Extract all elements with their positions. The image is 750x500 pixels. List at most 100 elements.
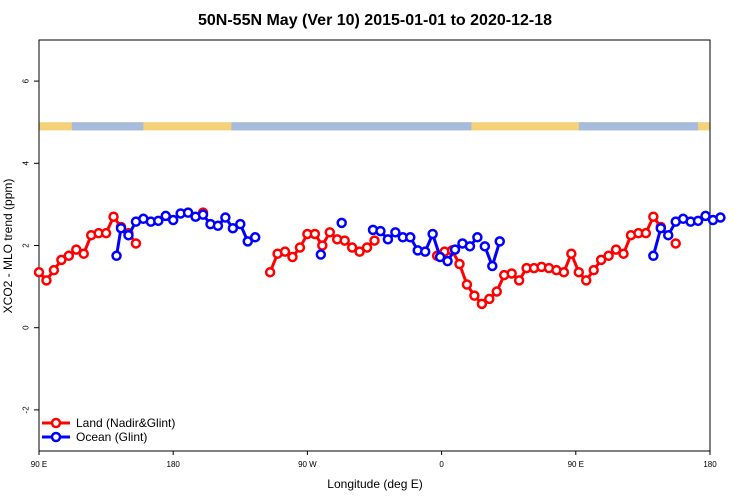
data-point bbox=[434, 251, 446, 263]
data-point bbox=[494, 236, 506, 247]
data-point bbox=[375, 225, 386, 237]
data-point bbox=[317, 240, 328, 251]
data-point bbox=[227, 222, 239, 234]
data-point bbox=[111, 250, 122, 262]
data-point bbox=[242, 236, 254, 247]
x-axis: 90 E 180 90 W 0 90 E 180 bbox=[31, 451, 717, 469]
data-point bbox=[491, 286, 503, 297]
legend-land-label: Land (Nadir&Glint) bbox=[76, 416, 175, 430]
data-point bbox=[287, 251, 298, 263]
data-point bbox=[454, 258, 465, 270]
data-point bbox=[220, 212, 231, 223]
data-point bbox=[662, 229, 674, 241]
band-ocean-segment bbox=[231, 122, 472, 131]
data-point bbox=[588, 264, 599, 276]
series-ocean bbox=[111, 207, 726, 272]
y-axis: -2 0 2 4 6 bbox=[22, 78, 39, 414]
data-point bbox=[595, 254, 607, 266]
data-point bbox=[472, 232, 483, 243]
data-point bbox=[390, 227, 401, 238]
x-axis-label: Longitude (deg E) bbox=[327, 477, 422, 491]
data-point bbox=[382, 234, 394, 245]
y-tick-label: 4 bbox=[22, 161, 31, 166]
data-point bbox=[487, 260, 498, 272]
data-point bbox=[580, 275, 592, 286]
data-point bbox=[670, 238, 681, 249]
data-point bbox=[115, 222, 127, 234]
data-point bbox=[648, 211, 659, 222]
data-point bbox=[618, 248, 629, 259]
data-point bbox=[427, 228, 438, 240]
data-point bbox=[566, 248, 577, 259]
y-tick-label: 6 bbox=[22, 78, 31, 83]
data-point bbox=[309, 228, 321, 240]
data-point bbox=[315, 249, 327, 260]
data-point bbox=[48, 264, 60, 276]
series-layer bbox=[33, 207, 726, 310]
data-point bbox=[249, 232, 261, 243]
data-point bbox=[130, 238, 142, 249]
legend-ocean-marker bbox=[50, 431, 62, 443]
x-tick-label: 90 E bbox=[31, 460, 47, 469]
data-point bbox=[153, 215, 164, 227]
x-tick-label: 90 W bbox=[298, 460, 317, 469]
data-point bbox=[692, 215, 704, 227]
y-tick-label: 0 bbox=[22, 325, 31, 330]
data-point bbox=[100, 227, 112, 239]
data-point bbox=[442, 255, 453, 267]
y-tick-label: -2 bbox=[22, 406, 31, 414]
data-point bbox=[461, 279, 473, 290]
data-point bbox=[33, 266, 45, 278]
y-axis-label: XCO2 - MLO trend (ppm) bbox=[1, 179, 15, 314]
data-point bbox=[513, 275, 525, 286]
x-tick-label: 0 bbox=[439, 460, 444, 469]
data-point bbox=[235, 218, 246, 230]
data-point bbox=[573, 266, 585, 278]
data-point bbox=[346, 242, 358, 253]
x-tick-label: 180 bbox=[703, 460, 717, 469]
data-point bbox=[56, 254, 67, 266]
legend-land-marker bbox=[50, 417, 62, 429]
data-point bbox=[700, 210, 711, 222]
data-point bbox=[369, 235, 380, 246]
legend: Land (Nadir&Glint) Ocean (Glint) bbox=[42, 416, 175, 444]
data-point bbox=[655, 222, 667, 234]
data-point bbox=[279, 246, 291, 257]
series-line bbox=[436, 215, 663, 306]
band-ocean-segment bbox=[578, 122, 699, 131]
chart-title: 50N-55N May (Ver 10) 2015-01-01 to 2020-… bbox=[198, 12, 552, 29]
data-point bbox=[405, 232, 416, 243]
data-point bbox=[41, 275, 52, 286]
data-point bbox=[469, 290, 480, 301]
data-point bbox=[464, 241, 476, 252]
legend-ocean-label: Ocean (Glint) bbox=[76, 430, 147, 444]
data-point bbox=[167, 214, 179, 226]
data-point bbox=[610, 244, 622, 255]
data-point bbox=[71, 244, 82, 255]
data-point bbox=[182, 207, 194, 218]
data-point bbox=[78, 248, 89, 259]
data-point bbox=[484, 293, 495, 305]
data-point bbox=[294, 242, 306, 253]
data-point bbox=[648, 250, 659, 262]
data-point bbox=[354, 246, 365, 257]
data-point bbox=[603, 250, 614, 262]
x-tick-label: 180 bbox=[167, 460, 181, 469]
y-tick-label: 2 bbox=[22, 243, 31, 248]
data-point bbox=[715, 212, 726, 223]
x-tick-label: 90 E bbox=[568, 460, 584, 469]
data-point bbox=[419, 246, 431, 257]
data-point bbox=[108, 211, 119, 222]
data-point bbox=[506, 268, 517, 279]
data-point bbox=[197, 209, 209, 220]
data-point bbox=[476, 298, 488, 310]
data-point bbox=[479, 241, 491, 252]
data-point bbox=[324, 227, 336, 238]
data-point bbox=[160, 210, 171, 222]
land-mask-band bbox=[39, 122, 710, 131]
data-point bbox=[264, 266, 276, 278]
data-point bbox=[336, 217, 347, 229]
data-point bbox=[123, 229, 134, 241]
data-point bbox=[212, 220, 224, 232]
